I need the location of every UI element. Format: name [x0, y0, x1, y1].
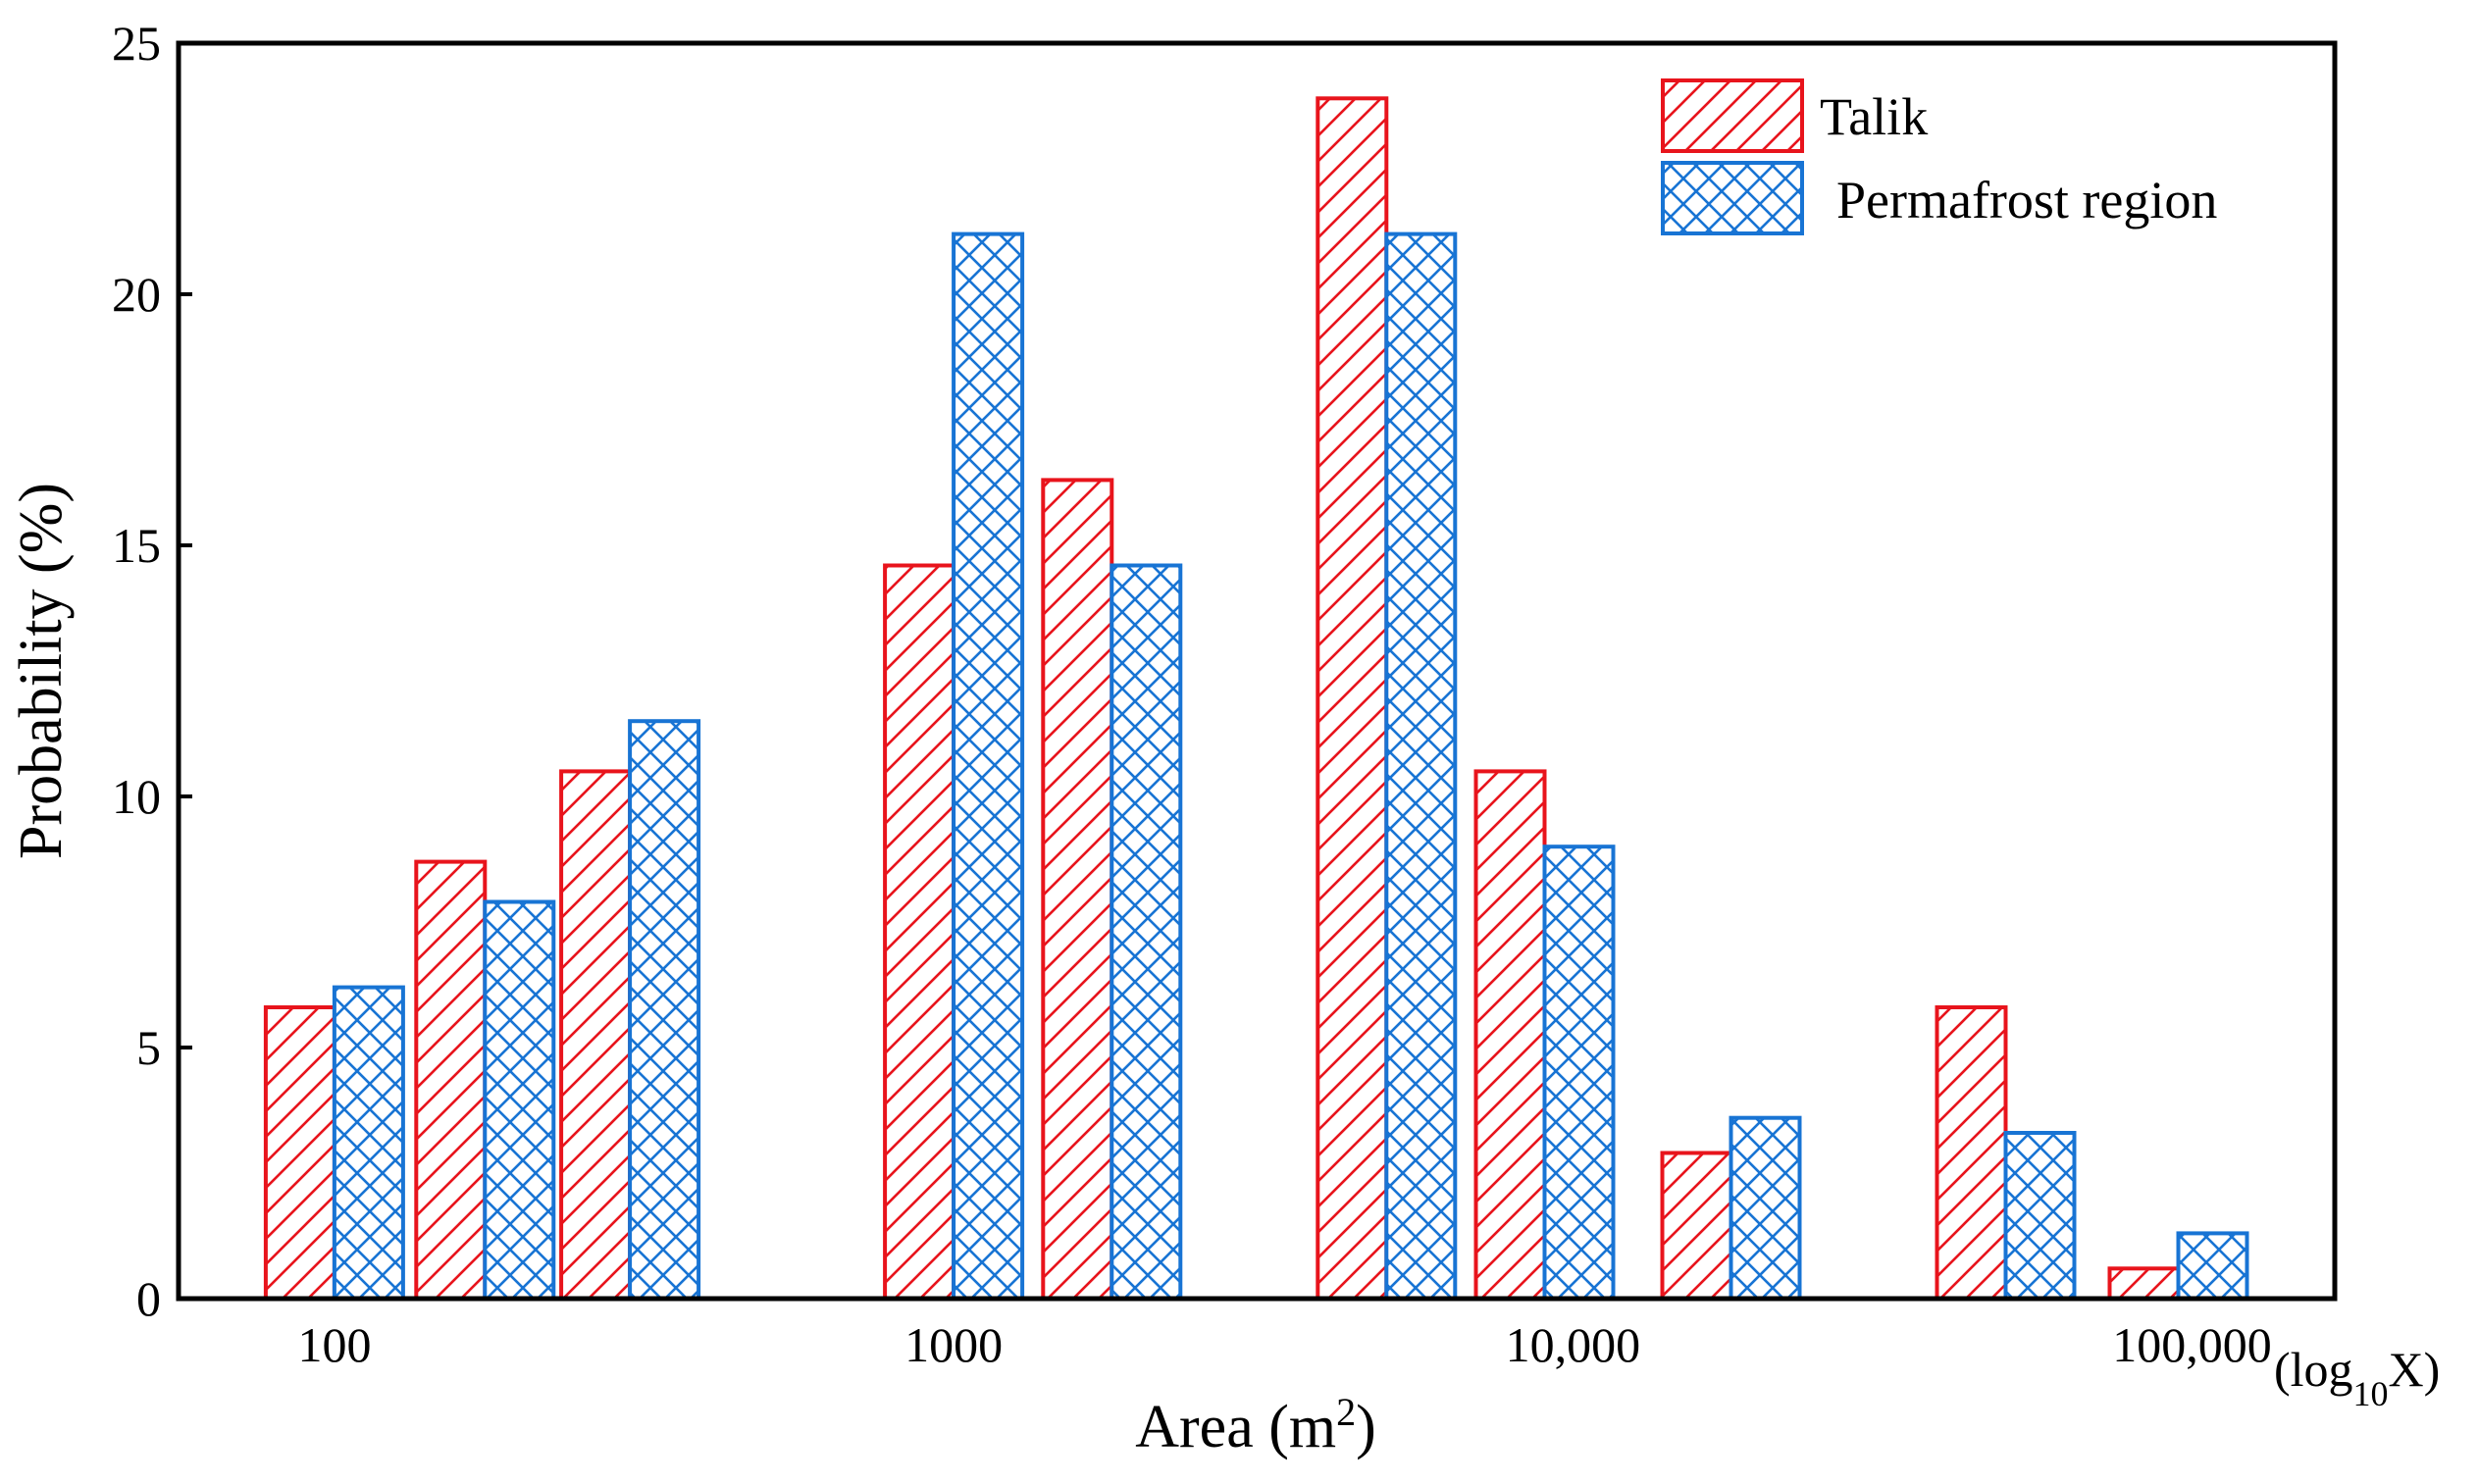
bar-permafrost-6	[1542, 844, 1616, 1301]
bar-talik-7	[1660, 1151, 1733, 1301]
bar-talik-4	[1041, 478, 1114, 1301]
bars-group	[263, 96, 2249, 1302]
x-tick-label: 100,000	[2112, 1317, 2272, 1372]
bar-talik-2	[559, 769, 633, 1301]
y-tick-label: 25	[112, 16, 161, 71]
bar-talik-9	[2107, 1266, 2181, 1302]
bar-permafrost-1	[483, 899, 556, 1301]
legend-label-talik: Talik	[1820, 87, 1928, 146]
x-tick-label: 10,000	[1506, 1317, 1641, 1372]
bar-talik-3	[883, 563, 956, 1301]
bar-permafrost-0	[332, 985, 405, 1301]
bar-permafrost-2	[628, 719, 701, 1301]
x-tick-label: 100	[297, 1317, 371, 1372]
x-scale-note: (log10X)	[2274, 1342, 2440, 1413]
bar-talik-5	[1316, 96, 1389, 1301]
bar-permafrost-4	[1110, 563, 1183, 1301]
x-axis-title: Area (m2)	[1135, 1390, 1376, 1461]
y-tick-label: 20	[112, 267, 161, 322]
bar-talik-0	[263, 1005, 336, 1301]
legend: Talik Permafrost region	[1661, 78, 2217, 235]
bar-permafrost-5	[1384, 231, 1458, 1302]
y-tick-label: 5	[136, 1020, 161, 1075]
x-axis: 100 1000 10,000 100,000	[297, 1317, 2271, 1372]
bar-permafrost-7	[1729, 1115, 1802, 1301]
legend-swatch-permafrost	[1661, 161, 1804, 235]
bar-talik-8	[1935, 1005, 2008, 1301]
bar-permafrost-8	[2003, 1131, 2077, 1301]
plot-frame	[176, 40, 2338, 1302]
legend-label-permafrost: Permafrost region	[1836, 171, 2217, 230]
x-tick-label: 1000	[904, 1317, 1003, 1372]
bar-talik-6	[1473, 769, 1547, 1301]
bar-talik-1	[414, 859, 488, 1301]
y-axis-title: Probability (%)	[8, 483, 75, 859]
y-tick-label: 0	[136, 1271, 161, 1326]
bar-permafrost-9	[2176, 1231, 2249, 1302]
bar-permafrost-3	[952, 231, 1025, 1302]
y-tick-label: 15	[112, 518, 161, 573]
legend-swatch-talik	[1661, 78, 1804, 153]
y-tick-label: 10	[112, 769, 161, 824]
y-axis: 0 5 10 15 20 25	[112, 16, 192, 1326]
